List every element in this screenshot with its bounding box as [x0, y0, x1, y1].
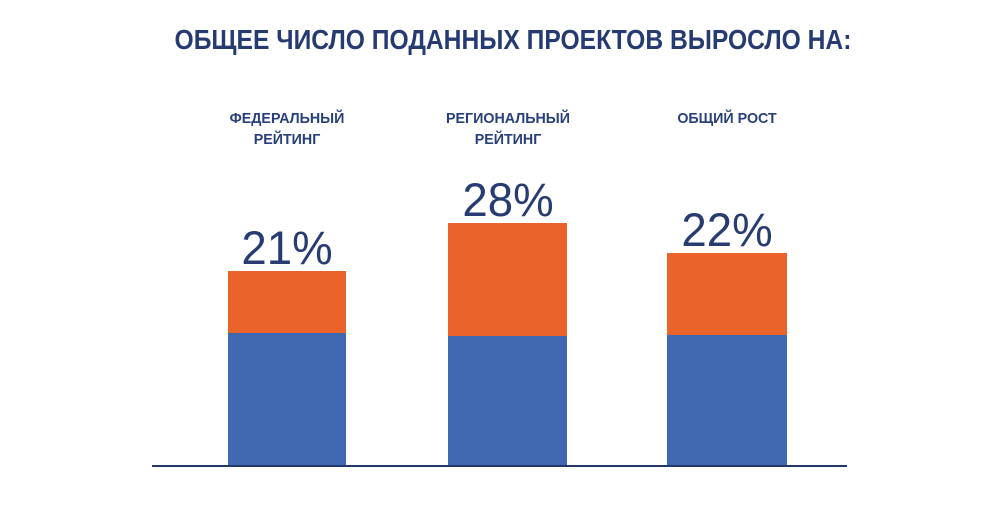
value-label: 22%	[681, 203, 773, 256]
category-label-line: ОБЩИЙ РОСТ	[677, 110, 777, 127]
base-blue-segment	[448, 336, 567, 466]
value-label: 21%	[241, 221, 333, 274]
category-label-line: ФЕДЕРАЛЬНЫЙ	[229, 110, 345, 127]
category-label-line: РЕЙТИНГ	[253, 131, 321, 148]
growth-orange-segment	[667, 253, 787, 335]
chart-title: ОБЩЕЕ ЧИСЛО ПОДАННЫХ ПРОЕКТОВ ВЫРОСЛО НА…	[174, 24, 852, 55]
growth-orange-segment	[448, 223, 567, 336]
category-label-line: РЕЙТИНГ	[474, 131, 541, 148]
base-blue-segment	[228, 333, 346, 466]
base-blue-segment	[667, 335, 787, 466]
x-axis-line	[152, 465, 847, 467]
category-label: ФЕДЕРАЛЬНЫЙ РЕЙТИНГ	[183, 108, 392, 150]
category-label: РЕГИОНАЛЬНЫЙ РЕЙТИНГ	[403, 108, 612, 150]
category-label: ОБЩИЙ РОСТ	[623, 108, 832, 129]
growth-orange-segment	[228, 271, 346, 333]
value-label: 28%	[461, 173, 554, 226]
category-label-line: РЕГИОНАЛЬНЫЙ	[445, 110, 570, 127]
